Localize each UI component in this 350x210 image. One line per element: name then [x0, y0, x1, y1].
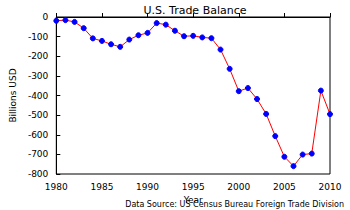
svg-text:-100: -100 — [28, 32, 49, 42]
svg-text:2010: 2010 — [319, 182, 342, 192]
svg-text:Data Source: US Census Bureau: Data Source: US Census Bureau Foreign Tr… — [125, 200, 344, 209]
svg-text:-600: -600 — [28, 130, 49, 140]
svg-text:1985: 1985 — [90, 182, 113, 192]
svg-text:-700: -700 — [28, 149, 49, 159]
svg-text:-800: -800 — [28, 169, 49, 179]
svg-text:2005: 2005 — [273, 182, 296, 192]
svg-text:1995: 1995 — [182, 182, 205, 192]
svg-text:-400: -400 — [28, 91, 49, 101]
svg-text:-200: -200 — [28, 51, 49, 61]
svg-text:0: 0 — [43, 12, 49, 22]
svg-text:U.S. Trade Balance: U.S. Trade Balance — [143, 4, 246, 17]
svg-text:Billions USD: Billions USD — [8, 68, 18, 122]
svg-text:-300: -300 — [28, 71, 49, 81]
svg-text:1980: 1980 — [45, 182, 68, 192]
svg-text:-500: -500 — [28, 110, 49, 120]
svg-text:Year: Year — [183, 195, 203, 205]
svg-text:1990: 1990 — [136, 182, 159, 192]
svg-text:2000: 2000 — [227, 182, 250, 192]
